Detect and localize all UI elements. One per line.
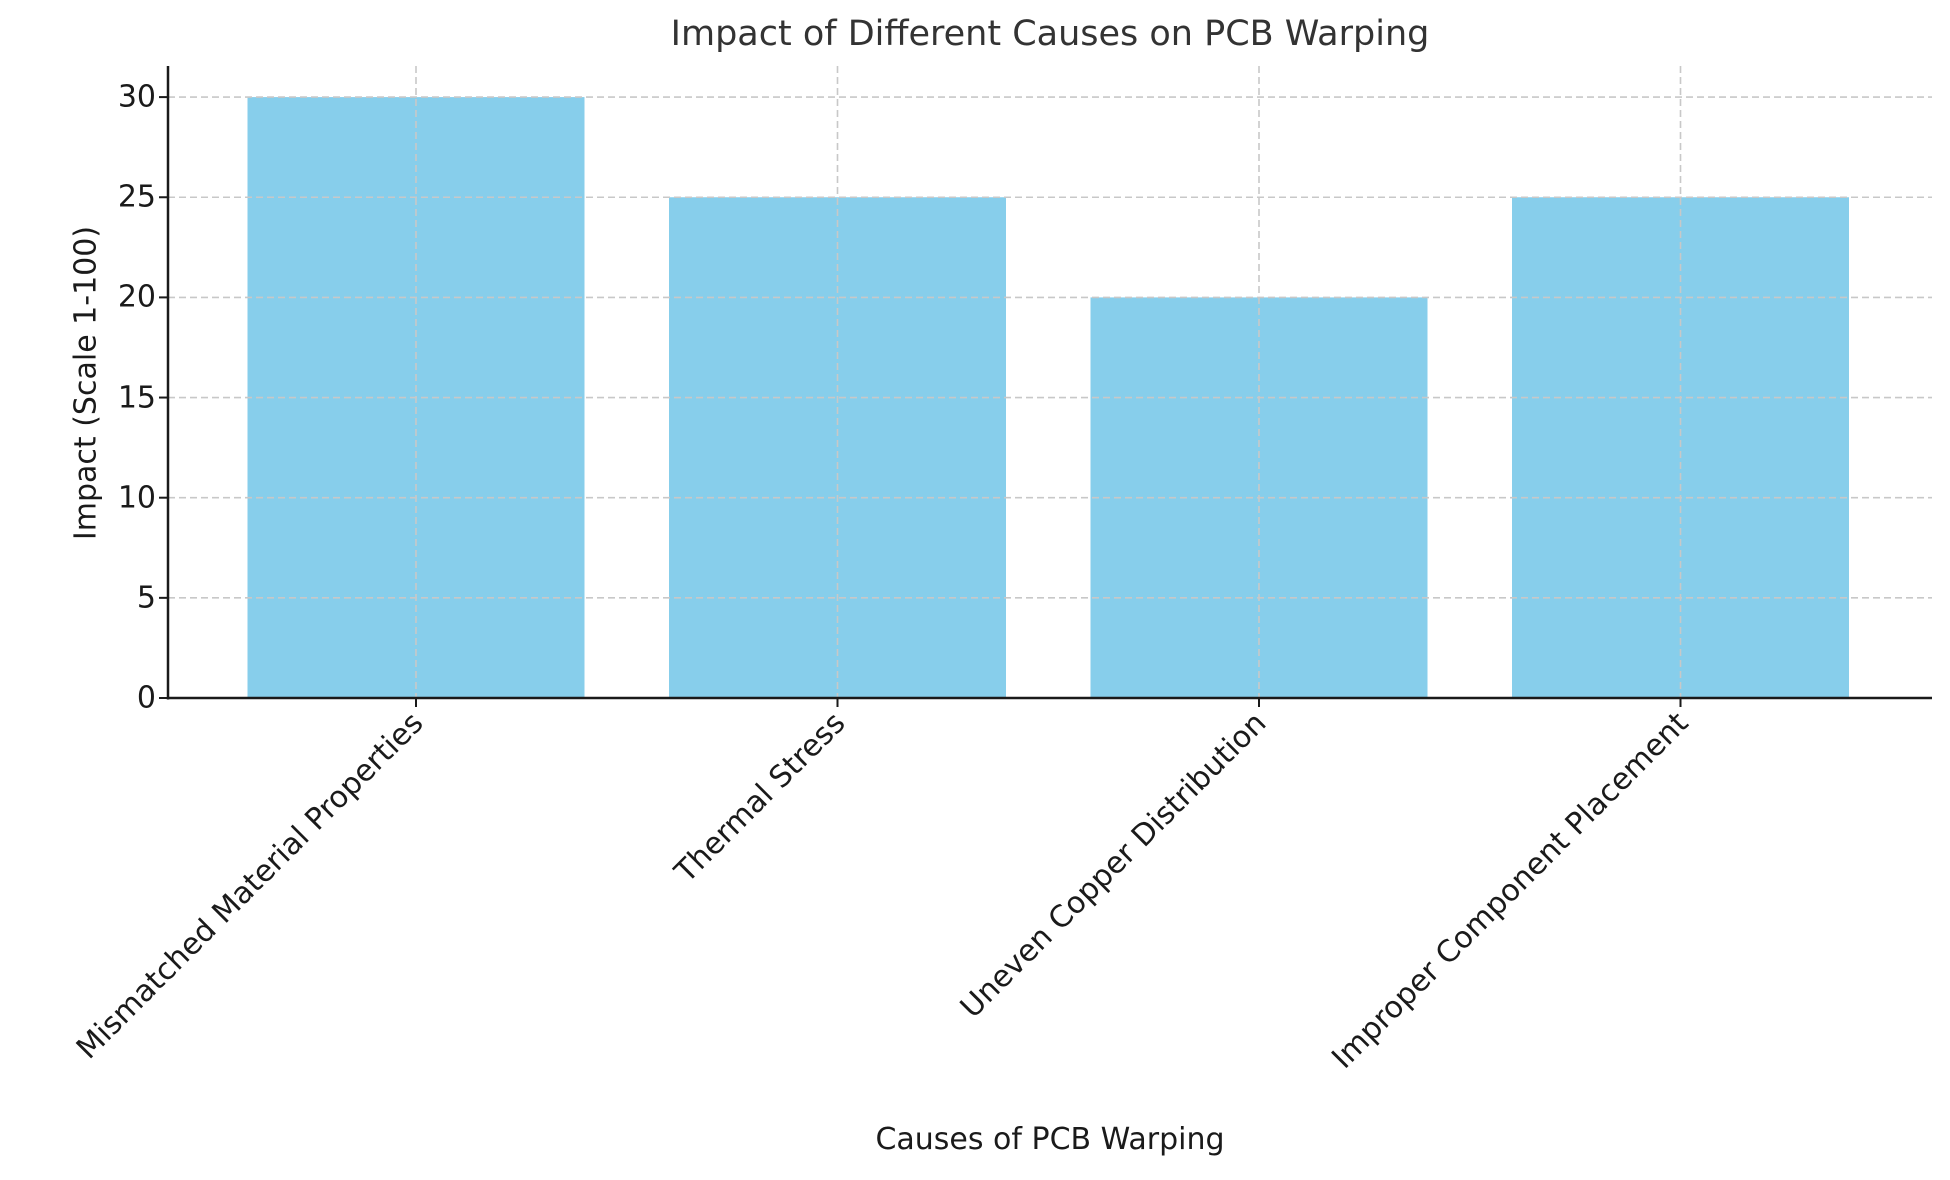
x-axis-label: Causes of PCB Warping [875, 1122, 1225, 1157]
y-tick-label: 5 [136, 580, 156, 616]
y-tick-label: 10 [117, 480, 156, 516]
chart-title: Impact of Different Causes on PCB Warpin… [670, 14, 1430, 54]
y-tick-label: 0 [136, 680, 156, 716]
y-tick-label: 25 [117, 179, 156, 215]
y-axis-label: Impact (Scale 1-100) [68, 225, 104, 541]
y-tick-label: 30 [117, 79, 156, 115]
y-tick-label: 15 [117, 380, 156, 416]
y-tick-label: 20 [117, 279, 156, 315]
